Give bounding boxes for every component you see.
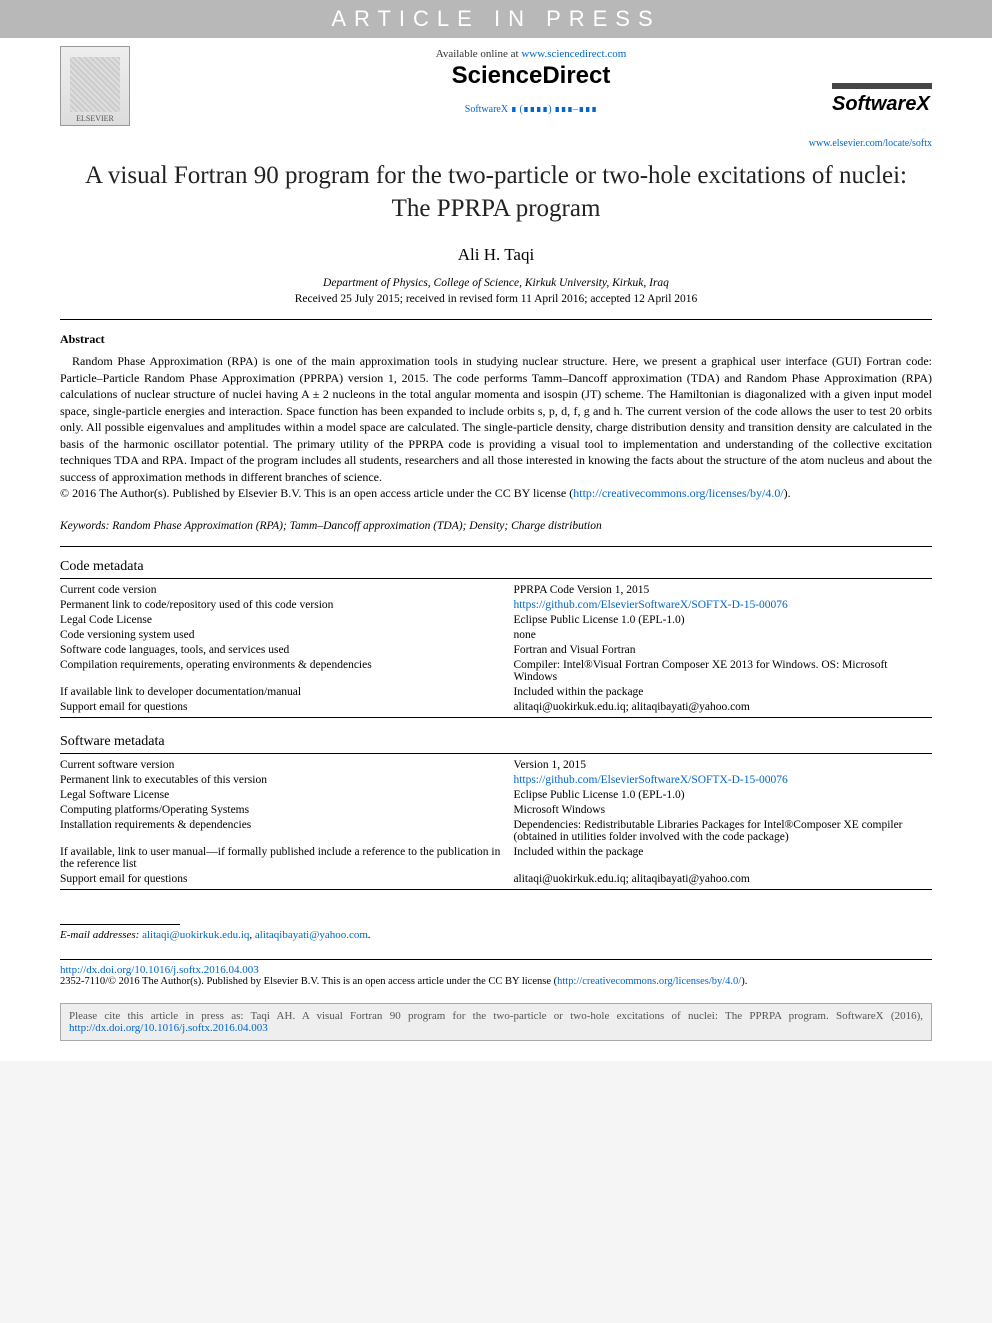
citation-doi-link[interactable]: http://dx.doi.org/10.1016/j.softx.2016.0… — [69, 1022, 268, 1034]
meta-value: PPRPA Code Version 1, 2015 — [513, 583, 932, 598]
meta-key: Current software version — [60, 758, 513, 773]
meta-value: alitaqi@uokirkuk.edu.iq; alitaqibayati@y… — [513, 872, 932, 887]
divider — [60, 717, 932, 718]
table-row: Permanent link to code/repository used o… — [60, 598, 932, 613]
meta-key: Legal Software License — [60, 788, 513, 803]
meta-key: Installation requirements & dependencies — [60, 818, 513, 845]
meta-value: Included within the package — [513, 685, 932, 700]
affiliation: Department of Physics, College of Scienc… — [0, 277, 992, 289]
table-row: Code versioning system usednone — [60, 628, 932, 643]
meta-key: Compilation requirements, operating envi… — [60, 658, 513, 685]
table-row: Software code languages, tools, and serv… — [60, 643, 932, 658]
code-metadata-section: Code metadata Current code versionPPRPA … — [0, 547, 992, 718]
footer-copyright-pre: 2352-7110/© 2016 The Author(s). Publishe… — [60, 976, 557, 987]
article-in-press-banner: ARTICLE IN PRESS — [0, 0, 992, 38]
code-metadata-table: Current code versionPPRPA Code Version 1… — [60, 583, 932, 715]
divider — [60, 753, 932, 754]
meta-key: Permanent link to executables of this ve… — [60, 773, 513, 788]
table-row: Support email for questionsalitaqi@uokir… — [60, 872, 932, 887]
citation-text: Please cite this article in press as: Ta… — [69, 1010, 923, 1022]
cc-license-link[interactable]: http://creativecommons.org/licenses/by/4… — [573, 486, 783, 500]
keywords-line: Keywords: Random Phase Approximation (RP… — [0, 510, 992, 532]
meta-key: If available link to developer documenta… — [60, 685, 513, 700]
footer: E-mail addresses: alitaqi@uokirkuk.edu.i… — [0, 894, 992, 997]
footer-copyright-post: ). — [741, 976, 747, 987]
available-online: Available online at www.sciencedirect.co… — [130, 48, 932, 60]
meta-value: Included within the package — [513, 845, 932, 872]
table-row: Permanent link to executables of this ve… — [60, 773, 932, 788]
meta-value[interactable]: https://github.com/ElsevierSoftwareX/SOF… — [513, 773, 932, 788]
keywords-label: Keywords: — [60, 520, 109, 532]
header-center: Available online at www.sciencedirect.co… — [130, 46, 932, 115]
table-row: If available, link to user manual—if for… — [60, 845, 932, 872]
table-row: Current software versionVersion 1, 2015 — [60, 758, 932, 773]
email-line: E-mail addresses: alitaqi@uokirkuk.edu.i… — [60, 929, 932, 941]
sciencedirect-url[interactable]: www.sciencedirect.com — [521, 48, 626, 60]
table-row: Compilation requirements, operating envi… — [60, 658, 932, 685]
table-row: Current code versionPPRPA Code Version 1… — [60, 583, 932, 598]
elsevier-label: ELSEVIER — [76, 114, 114, 123]
locate-url[interactable]: www.elsevier.com/locate/softx — [809, 138, 932, 149]
meta-value: Version 1, 2015 — [513, 758, 932, 773]
meta-key: Code versioning system used — [60, 628, 513, 643]
meta-value[interactable]: https://github.com/ElsevierSoftwareX/SOF… — [513, 598, 932, 613]
table-row: Legal Software LicenseEclipse Public Lic… — [60, 788, 932, 803]
meta-key: Support email for questions — [60, 872, 513, 887]
author-name: Ali H. Taqi — [0, 245, 992, 265]
footer-email-1[interactable]: alitaqi@uokirkuk.edu.iq — [142, 929, 249, 941]
page: ARTICLE IN PRESS ELSEVIER Available onli… — [0, 0, 992, 1061]
footer-cc-link[interactable]: http://creativecommons.org/licenses/by/4… — [557, 976, 741, 987]
table-row: Installation requirements & dependencies… — [60, 818, 932, 845]
footer-copyright: 2352-7110/© 2016 The Author(s). Publishe… — [60, 976, 932, 987]
table-row: Computing platforms/Operating SystemsMic… — [60, 803, 932, 818]
table-row: Legal Code LicenseEclipse Public License… — [60, 613, 932, 628]
abstract-text: Random Phase Approximation (RPA) is one … — [60, 353, 932, 502]
meta-key: If available, link to user manual—if for… — [60, 845, 513, 872]
abstract-heading: Abstract — [60, 332, 932, 347]
meta-value: none — [513, 628, 932, 643]
meta-value: Fortran and Visual Fortran — [513, 643, 932, 658]
meta-value: Compiler: Intel®Visual Fortran Composer … — [513, 658, 932, 685]
meta-value: Eclipse Public License 1.0 (EPL-1.0) — [513, 613, 932, 628]
abstract-body: Random Phase Approximation (RPA) is one … — [60, 354, 932, 484]
software-metadata-heading: Software metadata — [60, 734, 932, 750]
code-metadata-heading: Code metadata — [60, 559, 932, 575]
divider — [60, 889, 932, 890]
meta-key: Software code languages, tools, and serv… — [60, 643, 513, 658]
header: ELSEVIER Available online at www.science… — [0, 38, 992, 130]
software-metadata-section: Software metadata Current software versi… — [0, 722, 992, 890]
keywords-text: Random Phase Approximation (RPA); Tamm–D… — [109, 520, 601, 532]
available-prefix: Available online at — [436, 48, 522, 60]
meta-value: Dependencies: Redistributable Libraries … — [513, 818, 932, 845]
elsevier-logo: ELSEVIER — [60, 46, 130, 126]
doi-link[interactable]: http://dx.doi.org/10.1016/j.softx.2016.0… — [60, 964, 932, 976]
journal-reference: SoftwareX ∎ (∎∎∎∎) ∎∎∎–∎∎∎ — [130, 104, 932, 115]
divider — [60, 578, 932, 579]
footer-email-2[interactable]: alitaqibayati@yahoo.com — [255, 929, 368, 941]
meta-key: Current code version — [60, 583, 513, 598]
divider — [60, 924, 180, 925]
abstract-section: Abstract Random Phase Approximation (RPA… — [0, 320, 992, 510]
software-metadata-table: Current software versionVersion 1, 2015P… — [60, 758, 932, 887]
meta-value: Microsoft Windows — [513, 803, 932, 818]
meta-key: Support email for questions — [60, 700, 513, 715]
sciencedirect-logo: ScienceDirect — [130, 62, 932, 90]
abstract-copyright-post: ). — [784, 486, 791, 500]
email-label: E-mail addresses: — [60, 929, 139, 941]
citation-box: Please cite this article in press as: Ta… — [60, 1003, 932, 1041]
meta-key: Permanent link to code/repository used o… — [60, 598, 513, 613]
divider — [60, 959, 932, 960]
softwarex-logo: SoftwareX — [832, 83, 932, 116]
article-dates: Received 25 July 2015; received in revis… — [0, 293, 992, 305]
meta-key: Legal Code License — [60, 613, 513, 628]
meta-key: Computing platforms/Operating Systems — [60, 803, 513, 818]
meta-value: alitaqi@uokirkuk.edu.iq; alitaqibayati@y… — [513, 700, 932, 715]
abstract-copyright-pre: © 2016 The Author(s). Published by Elsev… — [60, 486, 573, 500]
table-row: Support email for questionsalitaqi@uokir… — [60, 700, 932, 715]
meta-value: Eclipse Public License 1.0 (EPL-1.0) — [513, 788, 932, 803]
table-row: If available link to developer documenta… — [60, 685, 932, 700]
